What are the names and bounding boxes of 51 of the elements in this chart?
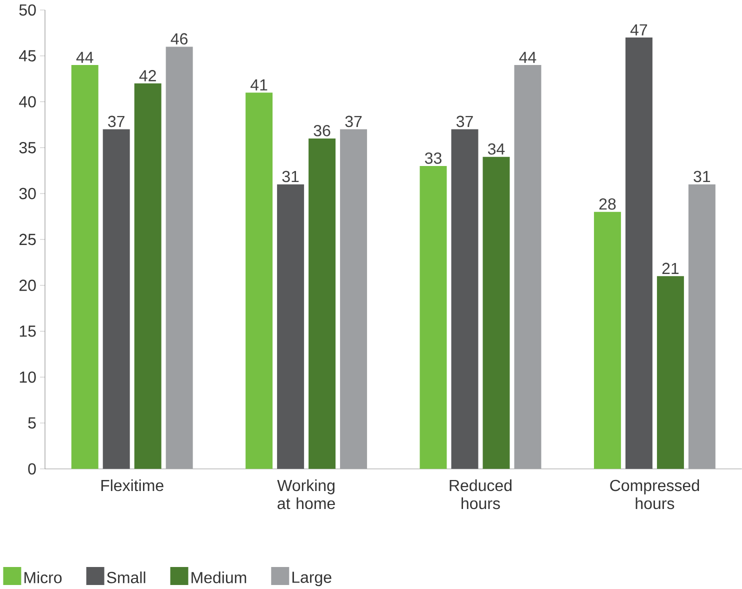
y-tick-label: 15 [20, 326, 36, 337]
x-tick-label: Compressed hours [610, 480, 700, 510]
x-tick-label: Reduced hours [450, 480, 512, 510]
data-label: 41 [250, 80, 268, 91]
legend-label: Large [292, 572, 332, 586]
bar [166, 46, 193, 470]
bar [482, 157, 510, 470]
data-label: 31 [282, 171, 299, 182]
data-label: 37 [456, 116, 473, 128]
bar [420, 166, 447, 470]
y-tick-label: 10 [20, 372, 36, 383]
y-tick-label: 20 [19, 280, 36, 292]
y-tick-label: 50 [19, 4, 36, 16]
data-label: 33 [424, 152, 442, 164]
legend-label: Micro [24, 572, 62, 584]
x-tick-label: Flexitime [101, 480, 164, 492]
x-tick-label: Working at home [277, 480, 335, 510]
y-tick-label: 25 [19, 234, 36, 246]
data-label: 37 [345, 116, 362, 128]
bar [656, 276, 684, 470]
data-label: 44 [519, 52, 536, 64]
legend-label: Medium [192, 572, 246, 584]
bar [688, 184, 716, 470]
bar [71, 65, 98, 470]
data-label: 47 [630, 24, 648, 36]
y-tick-label: 45 [19, 50, 36, 62]
data-label: 31 [694, 171, 710, 182]
bar [594, 212, 621, 470]
bar [451, 130, 478, 470]
data-label: 21 [662, 262, 679, 274]
bar [340, 130, 368, 470]
data-label: 44 [76, 52, 94, 64]
bar [277, 184, 304, 470]
y-tick-label: 30 [19, 188, 36, 200]
y-tick-label: 0 [28, 463, 36, 475]
data-label: 37 [108, 116, 124, 128]
bar [514, 65, 542, 470]
legend-label: Small [107, 572, 146, 584]
y-tick-label: 40 [19, 96, 36, 108]
bar [102, 130, 130, 470]
y-tick-label: 35 [19, 142, 36, 154]
bar [246, 92, 273, 470]
y-tick-label: 5 [28, 418, 36, 429]
bar [308, 138, 336, 470]
data-label: 42 [139, 70, 156, 82]
data-label: 36 [314, 125, 330, 136]
bar [625, 38, 652, 470]
data-label: 46 [170, 33, 188, 45]
data-label: 34 [488, 144, 505, 155]
data-label: 28 [599, 198, 616, 210]
bar [134, 84, 162, 470]
